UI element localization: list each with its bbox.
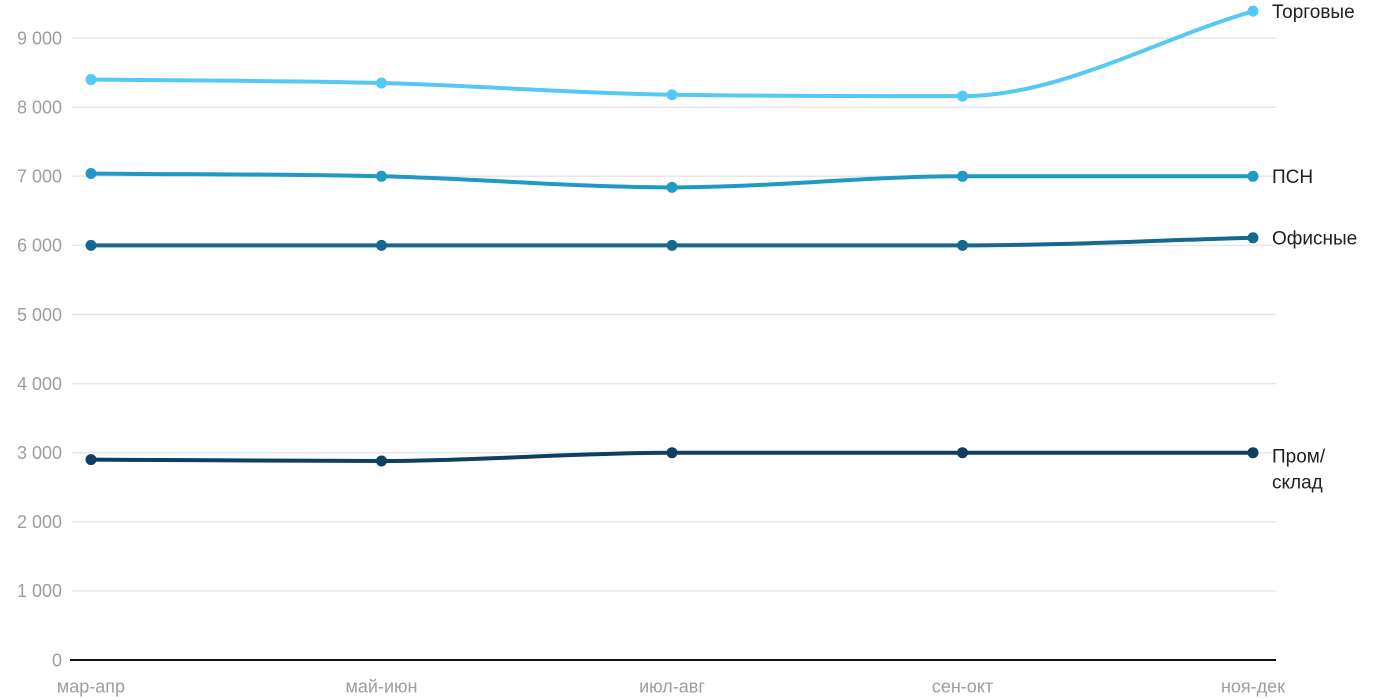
y-tick-label: 5 000: [17, 305, 62, 325]
data-point[interactable]: [1247, 447, 1259, 459]
x-tick-label: май-июн: [346, 676, 418, 696]
data-point[interactable]: [666, 89, 678, 101]
x-tick-label: ноя-дек: [1221, 676, 1285, 696]
data-point[interactable]: [666, 239, 678, 251]
data-point[interactable]: [376, 239, 387, 251]
series-label: Пром/: [1272, 446, 1326, 467]
y-tick-label: 2 000: [17, 512, 62, 532]
data-point[interactable]: [957, 447, 968, 459]
series-label: Офисные: [1272, 228, 1357, 249]
y-tick-label: 3 000: [17, 443, 62, 463]
data-point[interactable]: [666, 447, 678, 459]
data-point[interactable]: [957, 170, 968, 182]
x-tick-label: сен-окт: [932, 676, 993, 696]
series-label: ПСН: [1272, 167, 1313, 188]
data-point[interactable]: [376, 455, 387, 467]
y-tick-label: 9 000: [17, 28, 62, 48]
data-point[interactable]: [1247, 232, 1259, 244]
data-point[interactable]: [85, 74, 97, 86]
data-point[interactable]: [376, 77, 387, 89]
data-point[interactable]: [957, 239, 968, 251]
data-point[interactable]: [1247, 170, 1259, 182]
series-label: Торговые: [1272, 2, 1355, 23]
x-tick-label: мар-апр: [57, 676, 125, 696]
data-point[interactable]: [1247, 5, 1259, 17]
data-point[interactable]: [376, 170, 387, 182]
y-tick-label: 1 000: [17, 581, 62, 601]
y-tick-label: 4 000: [17, 374, 62, 394]
x-tick-label: июл-авг: [639, 676, 705, 696]
data-point[interactable]: [85, 239, 97, 251]
data-point[interactable]: [957, 90, 968, 102]
data-point[interactable]: [666, 181, 678, 193]
data-point[interactable]: [85, 454, 97, 466]
y-tick-label: 0: [52, 650, 62, 670]
y-tick-label: 6 000: [17, 236, 62, 256]
y-tick-label: 8 000: [17, 98, 62, 118]
y-tick-label: 7 000: [17, 167, 62, 187]
data-point[interactable]: [85, 168, 97, 180]
series-label: склад: [1272, 472, 1323, 493]
